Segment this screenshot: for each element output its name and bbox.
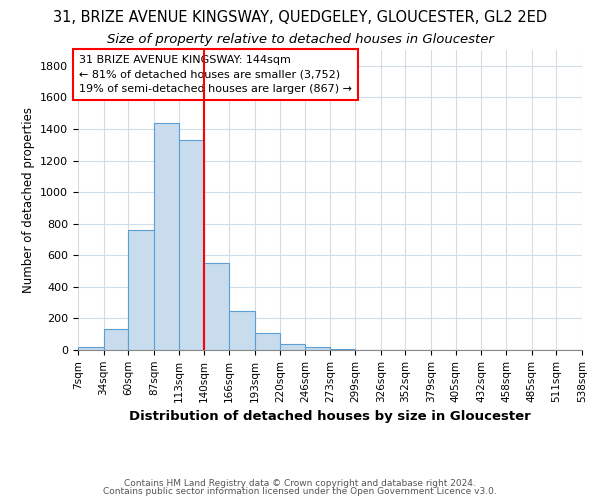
Bar [305, 347, 331, 350]
Text: Contains public sector information licensed under the Open Government Licence v3: Contains public sector information licen… [103, 487, 497, 496]
Bar [229, 310, 254, 350]
Bar [331, 349, 355, 350]
Bar [179, 140, 204, 350]
Bar [154, 122, 179, 350]
Bar [128, 230, 154, 350]
X-axis label: Distribution of detached houses by size in Gloucester: Distribution of detached houses by size … [129, 410, 531, 423]
Y-axis label: Number of detached properties: Number of detached properties [22, 107, 35, 293]
Bar [280, 344, 305, 350]
Text: Contains HM Land Registry data © Crown copyright and database right 2024.: Contains HM Land Registry data © Crown c… [124, 478, 476, 488]
Text: 31 BRIZE AVENUE KINGSWAY: 144sqm
← 81% of detached houses are smaller (3,752)
19: 31 BRIZE AVENUE KINGSWAY: 144sqm ← 81% o… [79, 54, 352, 94]
Bar [254, 332, 280, 350]
Bar [204, 263, 229, 350]
Bar [104, 330, 128, 350]
Text: Size of property relative to detached houses in Gloucester: Size of property relative to detached ho… [107, 32, 493, 46]
Bar [78, 347, 104, 350]
Text: 31, BRIZE AVENUE KINGSWAY, QUEDGELEY, GLOUCESTER, GL2 2ED: 31, BRIZE AVENUE KINGSWAY, QUEDGELEY, GL… [53, 10, 547, 25]
